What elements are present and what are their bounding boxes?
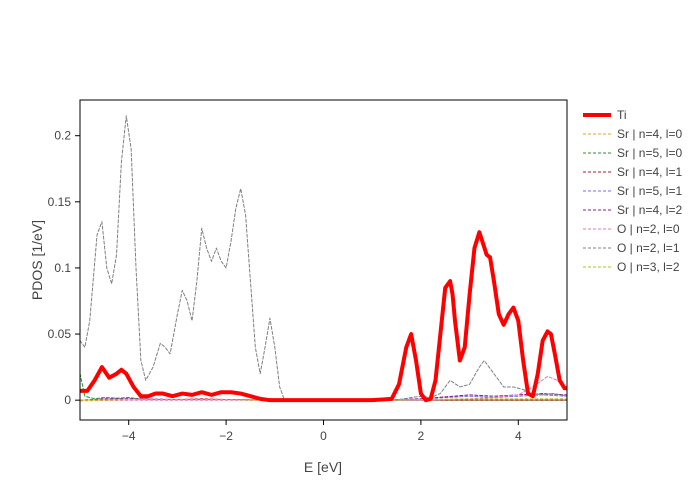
y-axis-title: PDOS [1/eV] [29, 220, 45, 300]
x-tick-label: 0 [320, 429, 327, 443]
y-tick-label: 0.15 [48, 195, 72, 209]
x-tick-label: 2 [418, 429, 425, 443]
x-axis-title: E [eV] [304, 459, 342, 475]
legend-label: Sr | n=4, l=2 [617, 203, 682, 217]
x-tick-label: −4 [122, 429, 136, 443]
legend-label: Sr | n=4, l=0 [617, 127, 682, 141]
legend: Ti Sr | n=4, l=0 Sr | n=5, l=0 Sr | n=4, l=… [583, 108, 682, 274]
plot-area [80, 115, 567, 403]
legend-label: O | n=2, l=1 [617, 241, 680, 255]
axes: −4 −2 0 2 4 0 0.05 0.1 0.15 0.2 [48, 99, 568, 443]
plot-frame [79, 99, 568, 421]
legend-label: Sr | n=5, l=1 [617, 184, 682, 198]
y-tick-label: 0.2 [54, 129, 71, 143]
series-line-8 [80, 398, 567, 401]
series-line-6 [80, 375, 567, 401]
series-line-7 [80, 115, 567, 401]
legend-label: O | n=2, l=0 [617, 222, 680, 236]
x-tick-label: 4 [515, 429, 522, 443]
legend-label: Ti [617, 108, 627, 122]
legend-label: O | n=3, l=2 [617, 260, 680, 274]
series-line-0 [80, 230, 567, 403]
y-tick-label: 0.05 [48, 327, 72, 341]
legend-label: Sr | n=5, l=0 [617, 146, 682, 160]
y-tick-label: 0 [64, 393, 71, 407]
x-tick-label: −2 [219, 429, 233, 443]
legend-label: Sr | n=4, l=1 [617, 165, 682, 179]
y-tick-label: 0.1 [54, 261, 71, 275]
